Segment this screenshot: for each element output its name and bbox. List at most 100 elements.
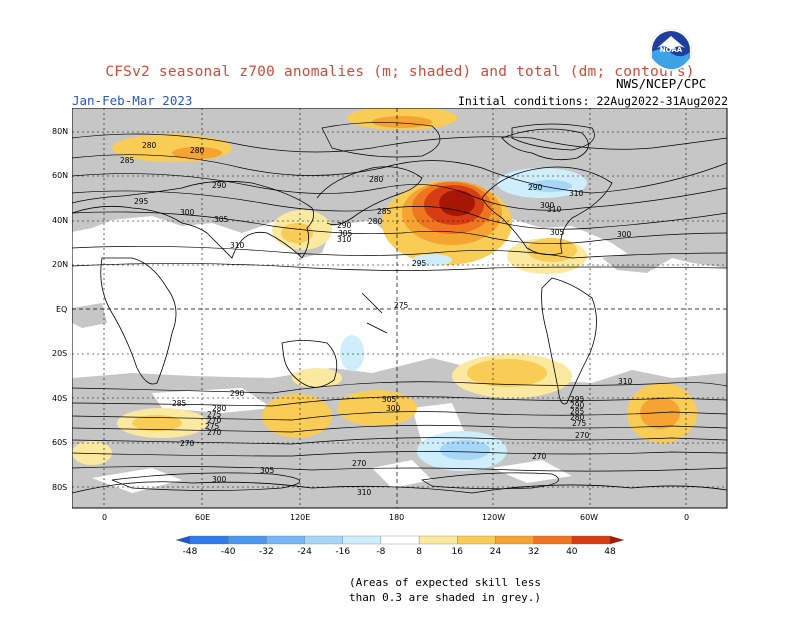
noaa-logo: NOAA xyxy=(649,28,693,72)
agency-label: NWS/NCEP/CPC xyxy=(616,76,707,91)
contour-label: 285 xyxy=(120,156,135,165)
colorbar-tick: -8 xyxy=(376,547,385,557)
colorbar-bin xyxy=(571,535,611,545)
contour-label: 310 xyxy=(230,241,245,250)
contour-label: 270 xyxy=(180,439,195,448)
colorbar-tick: 8 xyxy=(416,547,422,557)
colorbar-bin xyxy=(266,535,305,545)
chart-title: CFSv2 seasonal z700 anomalies (m; shaded… xyxy=(105,64,695,80)
colorbar-bin xyxy=(380,535,420,545)
contour-label: 285 xyxy=(377,207,392,216)
colorbar-bin xyxy=(457,535,496,545)
lat-tick: 60N xyxy=(52,171,69,180)
contour-label: 305 xyxy=(214,215,229,224)
contour-label: 275 xyxy=(207,410,222,419)
contour-label: 305 xyxy=(260,466,275,475)
plot-frame xyxy=(72,108,728,509)
colorbar: -48 -40 -32 -24 -16 -8 8 16 24 32 40 48 xyxy=(175,535,625,557)
negative-anomalies xyxy=(340,168,587,471)
colorbar-tick: 40 xyxy=(566,547,578,557)
contour-label: 295 xyxy=(134,197,149,206)
contour-label: 275 xyxy=(572,419,587,428)
initial-conditions: Initial conditions: 22Aug2022-31Aug2022 xyxy=(457,94,728,108)
colorbar-bin xyxy=(175,535,191,545)
lon-tick: 120W xyxy=(482,513,506,522)
lat-tick: 20N xyxy=(52,260,69,269)
contour-label: 305 xyxy=(382,395,397,404)
contour-label: 305 xyxy=(550,228,565,237)
lon-tick: 120E xyxy=(290,513,311,522)
contour-label: 310 xyxy=(547,205,562,214)
colorbar-tick: -24 xyxy=(297,547,312,557)
colorbar-tick: 16 xyxy=(452,547,464,557)
contour-label: 280 xyxy=(212,404,227,413)
contour-label: 275 xyxy=(394,301,409,310)
colorbar-tick: 24 xyxy=(490,547,502,557)
z700-contours xyxy=(72,122,728,491)
contour-label: 305 xyxy=(338,229,353,238)
colorbar-tick: -40 xyxy=(221,547,236,557)
contour-label: 300 xyxy=(540,201,555,210)
contour-label: 310 xyxy=(357,488,372,497)
logo-lettering: NOAA xyxy=(660,46,683,54)
skill-note: (Areas of expected skill less than 0.3 a… xyxy=(349,575,541,605)
lat-tick: 80S xyxy=(52,483,68,492)
colorbar-bin xyxy=(609,535,625,545)
contour-label: 290 xyxy=(570,401,585,410)
contour-label: 290 xyxy=(528,183,543,192)
contour-label: 300 xyxy=(617,230,632,239)
lon-tick: 0 xyxy=(102,513,108,522)
colorbar-bin xyxy=(418,535,458,545)
contour-label: 280 xyxy=(368,217,383,226)
colorbar-tick: 48 xyxy=(604,547,616,557)
contour-label: 310 xyxy=(618,377,633,386)
colorbar-bin xyxy=(228,535,267,545)
colorbar-bin xyxy=(495,535,534,545)
colorbar-bin xyxy=(304,535,343,545)
contour-label: 285 xyxy=(570,407,585,416)
colorbar-tick: 32 xyxy=(528,547,539,557)
forecast-period: Jan-Feb-Mar 2023 xyxy=(72,93,193,108)
contour-label: 270 xyxy=(207,416,222,425)
lon-tick: 180 xyxy=(389,513,405,522)
colorbar-tick: -32 xyxy=(259,547,274,557)
z700-anomaly-map: 2802802852902953003053102752802852802903… xyxy=(72,108,728,509)
contour-label: 285 xyxy=(172,399,187,408)
contour-label: 310 xyxy=(569,189,584,198)
contour-label: 275 xyxy=(205,422,220,431)
contour-label: 280 xyxy=(369,175,384,184)
contour-label: 280 xyxy=(570,413,585,422)
contour-label: 270 xyxy=(575,431,590,440)
lat-tick: 60S xyxy=(52,438,68,447)
contour-label: 300 xyxy=(212,475,227,484)
contour-label: 295 xyxy=(570,395,585,404)
contour-label: 300 xyxy=(180,208,195,217)
colorbar-tick: -48 xyxy=(183,547,198,557)
contour-label: 280 xyxy=(142,141,157,150)
lat-tick: 20S xyxy=(52,349,68,358)
colorbar-bin xyxy=(342,535,382,545)
lat-tick: 40S xyxy=(52,394,68,403)
lat-tick: EQ xyxy=(56,305,68,314)
lon-tick: 60W xyxy=(580,513,599,522)
lat-tick: 80N xyxy=(52,127,69,136)
lon-tick: 60E xyxy=(195,513,211,522)
colorbar-bin xyxy=(189,535,229,545)
contour-label: 270 xyxy=(207,428,222,437)
contour-label: 270 xyxy=(532,452,547,461)
contour-label: 280 xyxy=(190,146,205,155)
contour-label: 295 xyxy=(412,259,427,268)
contour-label: 290 xyxy=(230,389,245,398)
skill-note-line: than 0.3 are shaded in grey.) xyxy=(349,591,542,604)
lon-tick: 0 xyxy=(684,513,690,522)
contour-label: 310 xyxy=(337,235,352,244)
contour-label: 270 xyxy=(352,459,367,468)
contour-label: 290 xyxy=(337,221,352,230)
graticule xyxy=(72,108,727,508)
colorbar-bin xyxy=(533,535,572,545)
colorbar-tick: -16 xyxy=(335,547,350,557)
contour-labels: 2802802852902953003053102752802852802903… xyxy=(120,141,633,497)
contour-label: 290 xyxy=(212,181,227,190)
contour-label: 300 xyxy=(386,404,401,413)
lat-tick: 40N xyxy=(52,216,69,225)
